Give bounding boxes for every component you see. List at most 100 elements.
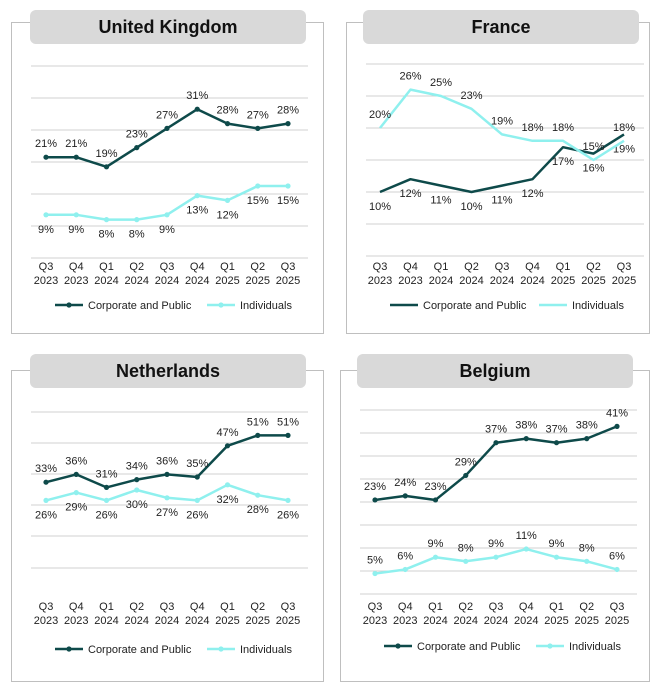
data-label: 26% — [277, 509, 299, 521]
data-point — [553, 440, 560, 446]
x-tick-label: 2025 — [551, 275, 575, 287]
series-line-individuals — [379, 88, 625, 162]
panel-united-kingdom — [11, 22, 324, 334]
data-point — [432, 497, 439, 503]
data-point — [255, 492, 261, 498]
data-label: 18% — [552, 122, 574, 134]
data-label: 10% — [460, 201, 482, 213]
data-point — [134, 487, 140, 493]
data-label: 9% — [428, 538, 444, 550]
series-line-corporate-public — [374, 425, 618, 502]
data-label: 11% — [491, 195, 512, 207]
data-label: 15% — [277, 195, 299, 207]
legend-label-individuals: Individuals — [572, 300, 624, 312]
data-label: 38% — [515, 420, 537, 432]
data-label: 9% — [68, 224, 84, 236]
data-point — [194, 106, 200, 112]
data-label: 19% — [95, 148, 117, 160]
data-label: 8% — [458, 542, 474, 554]
data-point — [194, 474, 200, 480]
data-point — [285, 183, 291, 189]
x-tick-label: 2024 — [454, 615, 478, 627]
x-tick-label: Q3 — [495, 261, 510, 273]
data-label: 19% — [613, 143, 635, 155]
x-tick-label: 2025 — [276, 615, 300, 627]
data-point — [43, 497, 49, 503]
data-label: 19% — [491, 115, 513, 127]
legend-label-corporate-public: Corporate and Public — [417, 641, 521, 653]
data-label: 21% — [35, 138, 57, 150]
x-tick-label: 2024 — [459, 275, 483, 287]
x-tick-label: Q2 — [586, 261, 601, 273]
x-tick-label: Q2 — [129, 601, 144, 613]
x-tick-label: 2024 — [484, 615, 508, 627]
data-point — [285, 497, 291, 503]
panel-netherlands — [11, 370, 324, 682]
data-label: 8% — [129, 229, 145, 241]
data-label: 25% — [430, 77, 452, 89]
x-tick-label: 2024 — [155, 275, 179, 287]
x-tick-label: 2023 — [398, 275, 422, 287]
x-tick-label: Q1 — [556, 261, 571, 273]
data-point — [164, 495, 170, 501]
x-tick-label: Q1 — [220, 261, 235, 273]
x-tick-label: Q3 — [281, 261, 296, 273]
data-point — [224, 443, 231, 449]
x-tick-label: 2024 — [429, 275, 453, 287]
x-tick-label: Q4 — [190, 261, 205, 273]
x-tick-label: Q3 — [281, 601, 296, 613]
x-tick-label: Q2 — [129, 261, 144, 273]
data-label: 36% — [65, 455, 87, 467]
legend-marker — [218, 302, 224, 308]
data-label: 21% — [65, 138, 87, 150]
data-point — [134, 145, 140, 151]
data-point — [584, 558, 590, 564]
data-label: 23% — [126, 129, 148, 141]
x-tick-label: 2025 — [612, 275, 636, 287]
x-tick-label: 2023 — [34, 275, 58, 287]
data-label: 20% — [369, 109, 391, 121]
data-label: 8% — [579, 542, 595, 554]
data-label: 27% — [247, 109, 269, 121]
chart-title-france: France — [363, 10, 639, 44]
data-label: 13% — [186, 205, 208, 217]
x-tick-label: Q1 — [99, 261, 114, 273]
legend-label-corporate-public: Corporate and Public — [88, 300, 192, 312]
x-tick-label: 2025 — [581, 275, 605, 287]
x-tick-label: 2025 — [246, 275, 270, 287]
data-label: 12% — [521, 188, 543, 200]
data-label: 9% — [159, 224, 175, 236]
x-tick-label: 2024 — [94, 275, 118, 287]
data-point — [43, 479, 49, 485]
data-point — [103, 217, 110, 223]
data-point — [584, 436, 590, 442]
data-label: 31% — [186, 90, 208, 102]
legend-label-individuals: Individuals — [569, 641, 621, 653]
x-tick-label: 2023 — [34, 615, 58, 627]
data-label: 15% — [582, 141, 604, 153]
data-point — [134, 477, 140, 483]
data-point — [73, 154, 79, 160]
x-tick-label: Q4 — [69, 261, 84, 273]
x-tick-label: 2023 — [64, 615, 88, 627]
x-tick-label: 2024 — [514, 615, 538, 627]
data-label: 27% — [156, 109, 178, 121]
data-label: 26% — [35, 509, 57, 521]
data-label: 34% — [126, 461, 148, 473]
x-tick-label: Q4 — [69, 601, 84, 613]
data-label: 28% — [247, 504, 269, 516]
data-label: 28% — [277, 105, 299, 117]
legend-marker — [547, 643, 553, 649]
data-label: 11% — [430, 195, 451, 207]
x-tick-label: Q2 — [250, 261, 265, 273]
data-point — [463, 558, 469, 564]
data-point — [372, 497, 378, 503]
data-label: 33% — [35, 463, 57, 475]
chart-netherlands: Q3 2023 Q4 2023 Q1 2024 Q2 2024 Q3 2024 Q4 2024 Q1 20… — [31, 411, 308, 656]
x-tick-label: 2025 — [215, 275, 239, 287]
data-label: 28% — [216, 105, 238, 117]
data-point — [73, 471, 79, 477]
data-point — [194, 497, 200, 503]
chart-france: Q3 2023 Q4 2023 Q1 2024 Q2 2024 Q3 2024 Q4 2024 Q1 20… — [366, 63, 644, 312]
legend-marker — [395, 643, 401, 649]
